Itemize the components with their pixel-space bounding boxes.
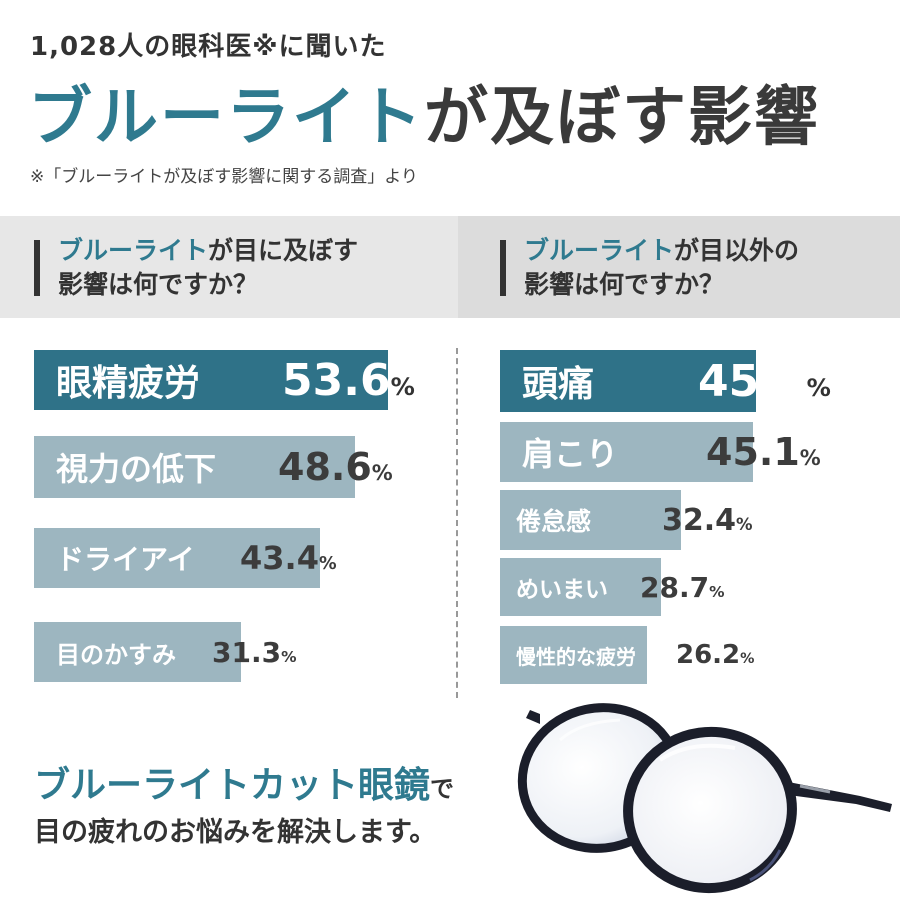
left-bar-label: 眼精疲労 <box>56 363 201 404</box>
right-question-line2: 影響は何ですか？ <box>524 270 725 299</box>
headline-marked: 影響 <box>684 78 826 158</box>
right-bar-0: 頭痛 45.8% <box>500 350 831 412</box>
right-bar-4: 慢性的な疲労 26.2% <box>500 626 754 684</box>
right-bar-1: 肩こり 45.1% <box>500 422 821 482</box>
left-question-line1: が目に及ぼす <box>208 236 359 265</box>
column-divider <box>456 348 458 698</box>
left-bar-1: 視力の低下 48.6% <box>34 436 393 498</box>
left-bar-3: 目のかすみ 31.3% <box>34 622 297 682</box>
left-bar-value: 43.4% <box>240 539 337 577</box>
survey-note: ※「ブルーライトが及ぼす影響に関する調査」より <box>30 167 418 187</box>
cta-product-name: ブルーライトカット眼鏡 <box>34 765 431 806</box>
left-question-text: ブルーライトが目に及ぼす 影響は何ですか？ <box>58 234 358 302</box>
right-bar-label: 慢性的な疲労 <box>516 644 636 669</box>
right-bar-3: めいまい 28.7% <box>500 558 725 616</box>
right-question-text: ブルーライトが目以外の 影響は何ですか？ <box>524 234 799 302</box>
right-bar-label: 頭痛 <box>522 364 595 405</box>
right-question-band: ブルーライトが目以外の 影響は何ですか？ <box>458 216 900 318</box>
main-headline: ブルーライトが及ぼす影響 <box>28 78 826 158</box>
left-bar-label: 視力の低下 <box>56 450 217 488</box>
right-bar-label: 肩こり <box>522 435 619 473</box>
headline-blue: ブルーライト <box>28 81 424 155</box>
right-bar-value: 45.8% <box>698 355 831 407</box>
left-question-band: ブルーライトが目に及ぼす 影響は何ですか？ <box>0 216 458 318</box>
right-bar-value: 32.4% <box>662 502 753 538</box>
headline-dark: が及ぼす <box>424 81 688 155</box>
right-bar-value: 28.7% <box>640 570 725 604</box>
left-bar-value: 53.6% <box>282 354 415 406</box>
right-question-accent-bar <box>500 240 506 296</box>
cta-message: 目の疲れのお悩みを解決します。 <box>34 817 437 848</box>
left-question-highlight: ブルーライト <box>58 236 209 265</box>
left-question-line2: 影響は何ですか？ <box>58 270 259 299</box>
left-bar-0: 眼精疲労 53.6% <box>34 350 415 410</box>
right-question-line1: が目以外の <box>674 236 800 265</box>
right-bar-label: めいまい <box>516 577 608 603</box>
left-question-accent-bar <box>34 240 40 296</box>
glasses-icon <box>517 703 892 894</box>
left-bar-value: 31.3% <box>212 635 297 669</box>
cta-product-tail: で <box>430 775 455 803</box>
right-bar-label: 倦怠感 <box>516 507 592 536</box>
left-bar-value: 48.6% <box>278 445 393 489</box>
right-bar-2: 倦怠感 32.4% <box>500 490 753 550</box>
left-bar-2: ドライアイ 43.4% <box>34 528 337 588</box>
right-bar-value: 26.2% <box>676 640 755 670</box>
cta-product: ブルーライトカット眼鏡で <box>34 756 454 808</box>
survey-subtitle: 1,028人の眼科医※に聞いた <box>30 32 387 62</box>
right-bar-value: 45.1% <box>706 430 821 474</box>
left-bar-label: 目のかすみ <box>56 640 176 669</box>
right-question-highlight: ブルーライト <box>524 236 675 265</box>
left-bar-label: ドライアイ <box>56 543 195 576</box>
